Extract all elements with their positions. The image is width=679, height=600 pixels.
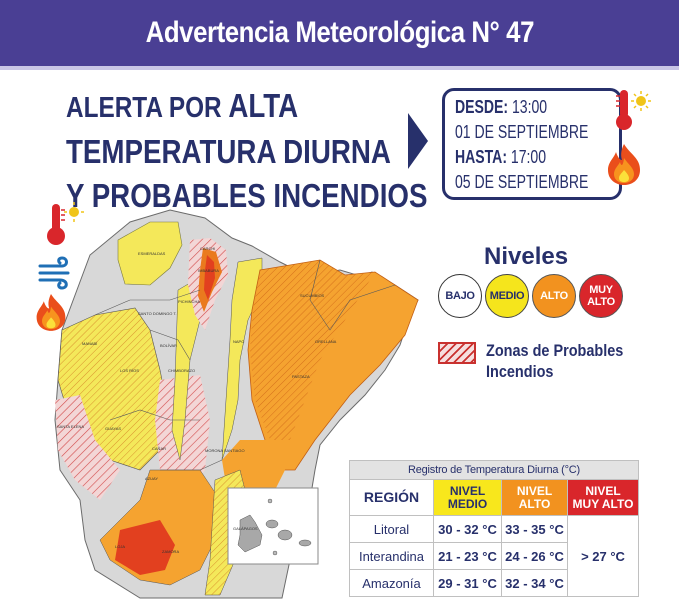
ecuador-map: ESMERALDAS CARCHI IMBABURA PICHINCHA SAN… bbox=[54, 209, 419, 599]
svg-text:ZAMORA: ZAMORA bbox=[162, 549, 179, 554]
header-alto: NIVEL ALTO bbox=[501, 479, 568, 516]
level-legend: BAJO MEDIO ALTO MUY ALTO bbox=[438, 274, 623, 318]
svg-text:IMBABURA: IMBABURA bbox=[198, 268, 219, 273]
svg-text:NAPO: NAPO bbox=[233, 339, 244, 344]
temperature-table: Registro de Temperatura Diurna (°C) REGI… bbox=[349, 460, 639, 597]
table-caption: Registro de Temperatura Diurna (°C) bbox=[349, 460, 639, 480]
svg-text:CHIMBORAZO: CHIMBORAZO bbox=[168, 368, 195, 373]
header-muy-alto: NIVEL MUY ALTO bbox=[567, 479, 639, 516]
table-row: Litoral 30 - 32 °C 33 - 35 °C > 27 °C bbox=[349, 515, 639, 597]
svg-text:BOLÍVAR: BOLÍVAR bbox=[160, 343, 177, 348]
level-muy-alto: MUY ALTO bbox=[579, 274, 623, 318]
svg-text:CARCHI: CARCHI bbox=[200, 246, 215, 251]
svg-text:ORELLANA: ORELLANA bbox=[315, 339, 337, 344]
header-region: REGIÓN bbox=[349, 479, 434, 516]
svg-text:SUCUMBÍOS: SUCUMBÍOS bbox=[300, 293, 325, 298]
fire-icon bbox=[608, 144, 640, 185]
wind-icon bbox=[38, 256, 70, 290]
validity-box: DESDE: 13:00 01 DE SEPTIEMBRE HASTA: 17:… bbox=[442, 88, 622, 200]
alert-title-line-1: ALERTA POR ALTA bbox=[66, 87, 299, 124]
level-medio: MEDIO bbox=[485, 274, 529, 318]
fire-icon bbox=[36, 294, 66, 331]
level-alto: ALTO bbox=[532, 274, 576, 318]
fire-zones-legend: Zonas de Probables Incendios bbox=[438, 340, 648, 382]
alert-title-line-2: TEMPERATURA DIURNA bbox=[66, 133, 391, 170]
svg-text:CAÑAR: CAÑAR bbox=[152, 446, 166, 451]
from-date: 01 DE SEPTIEMBRE bbox=[455, 122, 589, 142]
svg-text:PASTAZA: PASTAZA bbox=[292, 374, 310, 379]
hatch-swatch-icon bbox=[438, 342, 476, 364]
thermometer-sun-icon bbox=[616, 90, 651, 130]
arrow-right-icon bbox=[408, 113, 428, 169]
svg-text:GUAYAS: GUAYAS bbox=[105, 426, 121, 431]
alert-title-line-3: Y PROBABLES INCENDIOS bbox=[66, 177, 428, 214]
to-date: 05 DE SEPTIEMBRE bbox=[455, 172, 589, 192]
from-line: DESDE: 13:00 bbox=[455, 97, 548, 117]
svg-text:SANTA ELENA: SANTA ELENA bbox=[57, 424, 84, 429]
legend-title: Niveles bbox=[484, 243, 569, 270]
svg-text:MORONA SANTIAGO: MORONA SANTIAGO bbox=[205, 448, 245, 453]
header-medio: NIVEL MEDIO bbox=[433, 479, 502, 516]
svg-text:LOS RÍOS: LOS RÍOS bbox=[120, 368, 139, 373]
table-header-row: REGIÓN NIVEL MEDIO NIVEL ALTO NIVEL MUY ALT… bbox=[349, 479, 639, 516]
svg-text:ESMERALDAS: ESMERALDAS bbox=[138, 251, 166, 256]
table-row: Interandina 21 - 23 °C 24 - 26 °C bbox=[349, 542, 639, 570]
svg-text:PICHINCHA: PICHINCHA bbox=[178, 299, 200, 304]
svg-text:LOJA: LOJA bbox=[115, 544, 125, 549]
header-bar: Advertencia Meteorológica N° 47 bbox=[0, 0, 679, 70]
svg-text:SANTO DOMINGO T.: SANTO DOMINGO T. bbox=[138, 311, 177, 316]
page-title: Advertencia Meteorológica N° 47 bbox=[145, 16, 534, 49]
table-row: Amazonía 29 - 31 °C 32 - 34 °C bbox=[349, 569, 639, 597]
svg-text:GALÁPAGOS: GALÁPAGOS bbox=[233, 526, 258, 531]
thermometer-sun-icon bbox=[47, 202, 84, 245]
level-bajo: BAJO bbox=[438, 274, 482, 318]
to-line: HASTA: 17:00 bbox=[455, 147, 547, 167]
svg-text:MANABÍ: MANABÍ bbox=[82, 341, 98, 346]
alert-title: ALERTA POR ALTA TEMPERATURA DIURNA Y PRO… bbox=[66, 84, 428, 218]
svg-text:AZUAY: AZUAY bbox=[145, 476, 158, 481]
